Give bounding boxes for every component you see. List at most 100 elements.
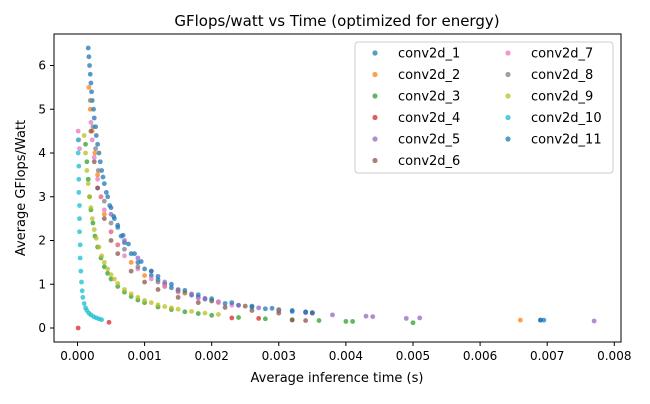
series-conv2d_11 — [86, 54, 543, 323]
legend-label: conv2d_3 — [398, 90, 460, 105]
y-tick-label: 2 — [38, 234, 46, 248]
series-conv2d_5 — [95, 185, 597, 324]
x-tick-label: 0.004 — [329, 349, 363, 363]
data-point — [87, 71, 93, 77]
data-point — [83, 141, 88, 147]
data-point — [101, 198, 107, 204]
data-point — [93, 124, 99, 130]
data-point — [96, 150, 102, 156]
data-point — [75, 150, 81, 156]
x-tick-label: 0.008 — [597, 349, 631, 363]
data-point — [76, 189, 82, 195]
data-point — [122, 253, 127, 259]
data-point — [75, 325, 81, 331]
data-point — [80, 294, 86, 300]
data-point — [79, 279, 84, 285]
legend-label: conv2d_6 — [398, 154, 460, 169]
data-point — [77, 242, 83, 248]
data-point — [91, 159, 97, 165]
y-axis: 0 1 2 3 4 5 6 — [38, 59, 54, 335]
data-point — [276, 307, 282, 313]
data-point — [249, 308, 255, 313]
data-point — [182, 309, 188, 315]
legend-label: conv2d_7 — [531, 47, 593, 62]
legend-marker — [505, 50, 511, 56]
data-point — [87, 106, 93, 112]
data-point — [142, 279, 147, 285]
data-point — [162, 284, 168, 289]
data-point — [591, 318, 597, 324]
data-point — [115, 222, 121, 228]
series-conv2d_4 — [75, 315, 262, 331]
legend-marker — [372, 93, 378, 99]
data-point — [87, 98, 93, 103]
data-point — [162, 304, 168, 309]
data-point — [93, 146, 99, 152]
y-tick-label: 1 — [38, 277, 46, 291]
legend-marker — [505, 114, 511, 121]
data-point — [363, 313, 369, 319]
data-point — [175, 306, 181, 312]
x-tick-label: 0.005 — [396, 349, 430, 363]
x-tick-label: 0.007 — [530, 349, 564, 363]
data-point — [215, 312, 221, 317]
series-conv2d_6 — [88, 128, 309, 323]
data-point — [403, 315, 409, 321]
data-point — [148, 268, 154, 274]
y-axis-label: Average GFlops/Watt — [14, 120, 29, 256]
legend-marker — [372, 71, 378, 78]
data-point — [88, 205, 94, 211]
series-conv2d_10 — [75, 137, 105, 323]
legend-label: conv2d_11 — [531, 133, 602, 148]
data-point — [101, 211, 107, 217]
data-point — [91, 227, 97, 232]
data-point — [128, 259, 134, 265]
data-point — [169, 305, 174, 311]
data-point — [84, 159, 90, 165]
legend-label: conv2d_8 — [531, 68, 593, 83]
data-point — [81, 133, 87, 138]
data-point — [101, 207, 107, 213]
data-point — [86, 84, 92, 90]
data-point — [262, 316, 268, 322]
data-point — [78, 268, 84, 274]
data-point — [95, 168, 101, 173]
data-point — [195, 292, 201, 298]
legend-label: conv2d_4 — [398, 111, 460, 126]
data-point — [350, 319, 355, 324]
data-point — [105, 266, 111, 272]
data-point — [249, 303, 255, 309]
data-point — [162, 279, 168, 285]
plot-area — [75, 45, 597, 331]
data-point — [222, 305, 228, 310]
data-point — [122, 246, 127, 252]
data-point — [276, 310, 282, 316]
data-point — [229, 315, 235, 321]
y-tick-label: 5 — [38, 102, 46, 116]
data-point — [103, 189, 109, 195]
data-point — [289, 308, 295, 313]
data-point — [87, 194, 92, 200]
x-tick-label: 0.002 — [195, 349, 229, 363]
data-point — [115, 251, 121, 257]
x-axis-label: Average inference time (s) — [251, 371, 424, 386]
data-point — [91, 154, 97, 160]
data-point — [85, 176, 91, 182]
data-point — [195, 311, 201, 316]
data-point — [417, 315, 423, 321]
data-point — [316, 318, 322, 323]
data-point — [111, 214, 117, 219]
legend-marker — [372, 157, 378, 164]
data-point — [75, 128, 81, 134]
data-point — [269, 305, 275, 311]
data-point — [79, 288, 85, 294]
data-point — [105, 194, 111, 200]
data-point — [289, 317, 295, 323]
legend-marker — [372, 136, 378, 142]
legend-label: conv2d_2 — [398, 68, 460, 83]
series-conv2d_7 — [75, 119, 235, 308]
data-point — [189, 308, 194, 314]
data-point — [229, 300, 235, 306]
data-point — [155, 279, 161, 285]
